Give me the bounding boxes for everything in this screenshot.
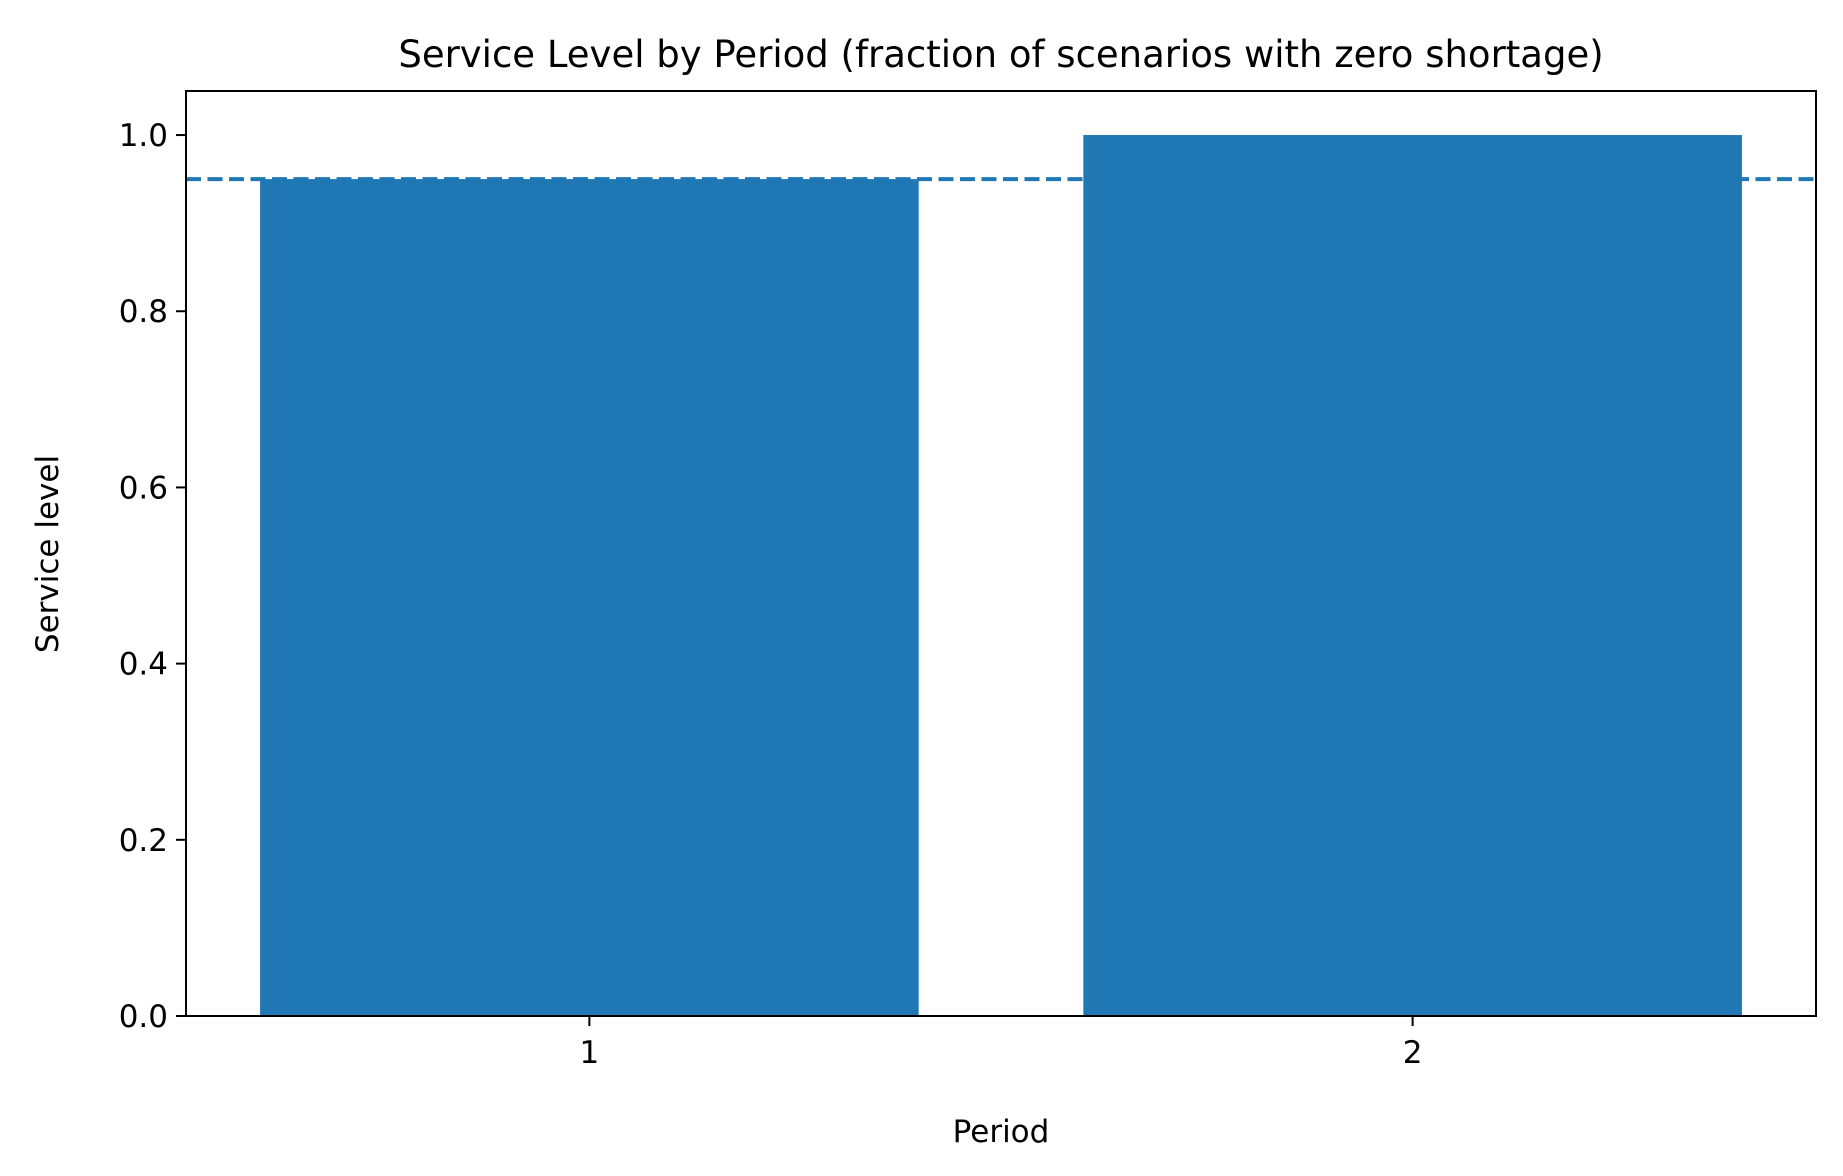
y-axis-label: Service level [30,455,66,653]
x-tick-label: 1 [580,1035,600,1071]
bar-period-2 [1083,135,1742,1017]
plot-frame [185,90,1817,1017]
y-tick-label: 1.0 [119,118,168,154]
chart-title: Service Level by Period (fraction of sce… [398,33,1603,76]
y-tick-label: 0.4 [119,647,168,683]
bar-period-1 [260,179,919,1017]
y-tick-label: 0.8 [119,294,168,330]
y-tick-label: 0.2 [119,823,168,859]
bar-group [260,135,1742,1017]
y-tick-label: 0.6 [119,470,168,506]
y-axis-ticks: 0.0 0.2 0.4 0.6 0.8 1.0 [119,118,186,1035]
y-tick-label: 0.0 [119,999,168,1035]
x-axis-label: Period [953,1114,1050,1150]
x-tick-label: 2 [1403,1035,1423,1071]
